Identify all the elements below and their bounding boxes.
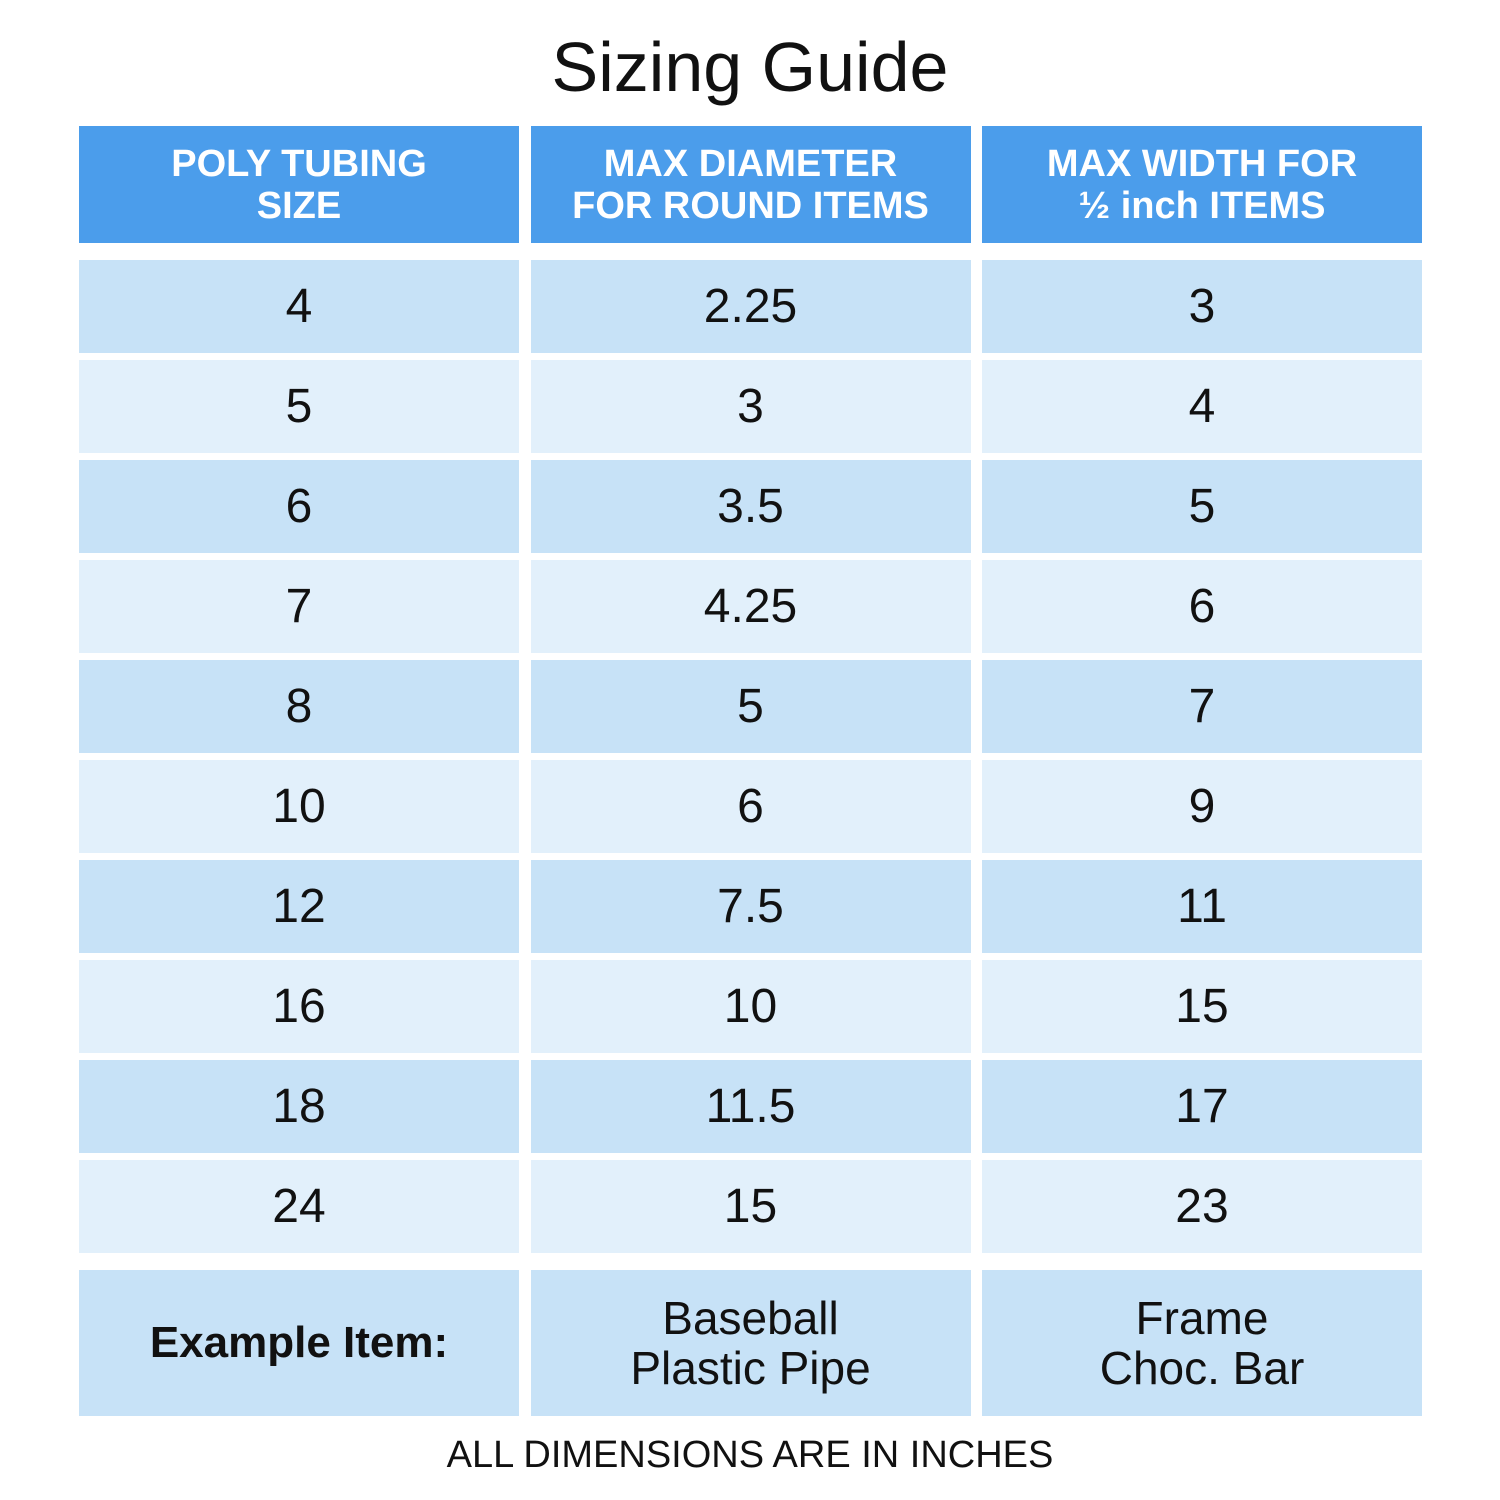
- table-cell: 18: [79, 1060, 519, 1153]
- table-cell: 17: [982, 1060, 1422, 1153]
- table-cell: 4: [79, 260, 519, 353]
- table-cell: 9: [982, 760, 1422, 853]
- sizing-table: POLY TUBING SIZE MAX DIAMETER FOR ROUND I…: [79, 126, 1422, 1416]
- table-cell: 4: [982, 360, 1422, 453]
- table-cell: 3: [982, 260, 1422, 353]
- table-cell: 15: [982, 960, 1422, 1053]
- footer-note: ALL DIMENSIONS ARE IN INCHES: [446, 1434, 1054, 1476]
- table-cell: 24: [79, 1160, 519, 1253]
- table-cell: 6: [530, 760, 971, 853]
- example-item: Frame Choc. Bar: [982, 1270, 1422, 1416]
- example-label: Example Item:: [79, 1270, 519, 1416]
- example-item: Baseball Plastic Pipe: [530, 1270, 971, 1416]
- table-cell: 10: [79, 760, 519, 853]
- column-header: MAX WIDTH FOR ½ inch ITEMS: [982, 126, 1422, 243]
- table-cell: 16: [79, 960, 519, 1053]
- table-cell: 12: [79, 860, 519, 953]
- table-cell: 15: [530, 1160, 971, 1253]
- table-cell: 7: [79, 560, 519, 653]
- table-cell: 6: [982, 560, 1422, 653]
- table-cell: 3: [530, 360, 971, 453]
- table-cell: 11.5: [530, 1060, 971, 1153]
- table-cell: 7.5: [530, 860, 971, 953]
- table-cell: 11: [982, 860, 1422, 953]
- spacer: [531, 243, 971, 260]
- table-cell: 5: [982, 460, 1422, 553]
- table-cell: 23: [982, 1160, 1422, 1253]
- table-cell: 6: [79, 460, 519, 553]
- table-cell: 5: [530, 660, 971, 753]
- table-cell: 5: [79, 360, 519, 453]
- spacer: [79, 243, 519, 260]
- table-cell: 3.5: [530, 460, 971, 553]
- table-cell: 10: [530, 960, 971, 1053]
- column-header: MAX DIAMETER FOR ROUND ITEMS: [530, 126, 971, 243]
- table-cell: 8: [79, 660, 519, 753]
- table-cell: 7: [982, 660, 1422, 753]
- page-title: Sizing Guide: [551, 28, 949, 106]
- column-header: POLY TUBING SIZE: [79, 126, 519, 243]
- spacer: [982, 243, 1422, 260]
- table-cell: 2.25: [530, 260, 971, 353]
- table-cell: 4.25: [530, 560, 971, 653]
